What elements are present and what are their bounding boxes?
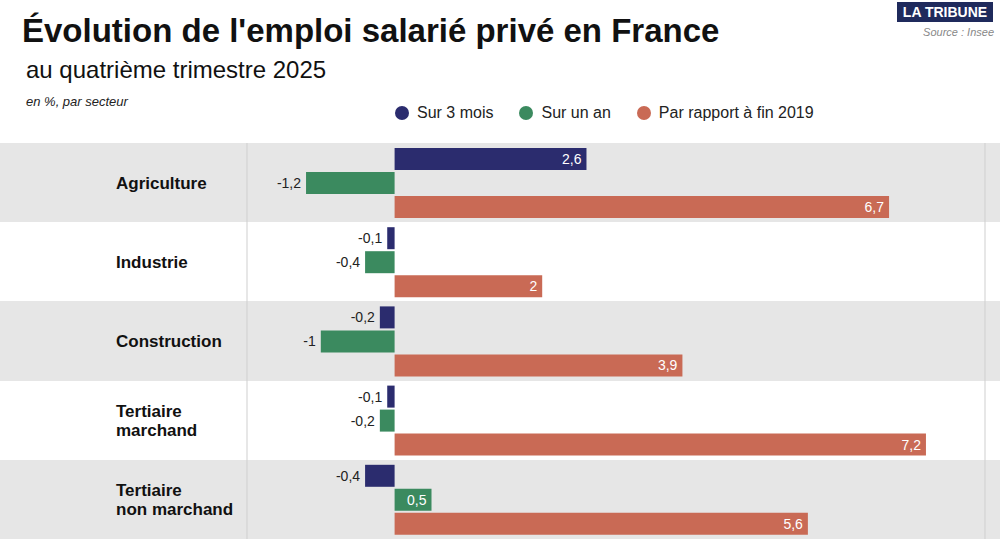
svg-text:3,9: 3,9	[658, 357, 678, 373]
svg-text:6,7: 6,7	[865, 199, 885, 215]
html-text:Source : Insee: Source : Insee	[923, 26, 994, 38]
svg-text:-0,2: -0,2	[351, 309, 375, 325]
html-text:Évolution de l'emploi salarié: Évolution de l'emploi salarié privé en F…	[22, 12, 720, 49]
svg-text:-1,2: -1,2	[277, 175, 301, 191]
svg-text:-0,1: -0,1	[358, 230, 382, 246]
svg-text:-0,4: -0,4	[336, 254, 360, 270]
svg-text:7,2: 7,2	[901, 437, 921, 453]
svg-text:5,6: 5,6	[783, 516, 803, 532]
svg-text:Tertiairenon marchand: Tertiairenon marchand	[116, 481, 233, 519]
svg-text:-0,2: -0,2	[351, 413, 375, 429]
html-text:Sur 3 mois: Sur 3 mois	[417, 104, 494, 121]
svg-text:Construction: Construction	[116, 332, 222, 351]
svg-text:2,6: 2,6	[562, 151, 582, 167]
svg-text:2: 2	[529, 278, 537, 294]
svg-text:Industrie: Industrie	[116, 253, 188, 272]
html-text:Sur un an: Sur un an	[541, 104, 611, 121]
html-text:en %, par secteur: en %, par secteur	[26, 94, 128, 109]
html-text:Par rapport à fin 2019: Par rapport à fin 2019	[658, 104, 814, 121]
svg-text:Agriculture: Agriculture	[116, 174, 207, 193]
svg-text:-0,1: -0,1	[358, 389, 382, 405]
html-text:LA TRIBUNE: LA TRIBUNE	[902, 4, 988, 20]
svg-text:-1: -1	[303, 333, 316, 349]
svg-text:-0,4: -0,4	[336, 468, 360, 484]
html-text:au quatrième trimestre 2025: au quatrième trimestre 2025	[26, 56, 327, 83]
svg-text:0,5: 0,5	[407, 492, 427, 508]
svg-text:Tertiairemarchand: Tertiairemarchand	[116, 402, 197, 440]
